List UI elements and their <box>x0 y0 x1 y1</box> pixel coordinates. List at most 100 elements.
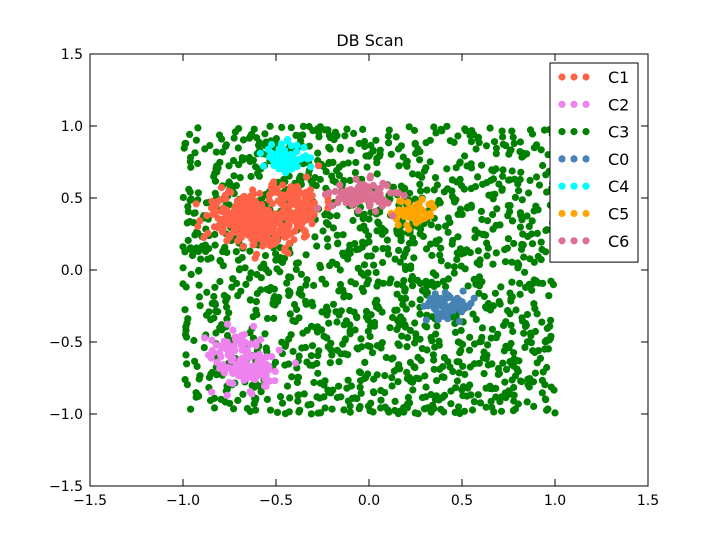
point-c4 <box>303 155 312 163</box>
point-c2 <box>213 358 221 366</box>
point-c3 <box>418 394 427 402</box>
point-c1 <box>303 210 311 218</box>
point-c3 <box>499 172 507 180</box>
point-c6 <box>313 204 322 212</box>
point-c6 <box>335 194 343 202</box>
point-c3 <box>366 407 374 415</box>
point-c3 <box>327 346 335 354</box>
point-c6 <box>343 191 351 199</box>
point-c3 <box>366 343 374 351</box>
point-c0 <box>455 317 463 325</box>
point-c6 <box>328 202 336 210</box>
point-c3 <box>302 251 310 259</box>
legend-box <box>549 62 639 263</box>
point-c3 <box>500 321 508 329</box>
point-c3 <box>363 163 371 171</box>
point-c2 <box>268 353 276 361</box>
point-c3 <box>474 173 482 181</box>
legend-item-c3: C3 <box>558 123 629 142</box>
point-c3 <box>504 235 512 243</box>
point-c1 <box>225 187 233 195</box>
point-c3 <box>218 326 226 334</box>
point-c1 <box>249 186 257 194</box>
point-c3 <box>181 248 189 256</box>
point-c3 <box>458 210 466 218</box>
point-c1 <box>270 240 278 248</box>
point-c1 <box>239 218 247 226</box>
point-c3 <box>232 182 240 190</box>
point-c3 <box>408 378 417 386</box>
point-c3 <box>326 359 334 367</box>
point-c3 <box>395 408 403 416</box>
legend-marker <box>582 209 590 218</box>
point-c6 <box>352 175 360 183</box>
point-c3 <box>474 247 482 255</box>
point-c3 <box>421 322 429 330</box>
point-c3 <box>517 211 525 219</box>
point-c3 <box>451 198 459 206</box>
point-c3 <box>302 281 310 289</box>
point-c3 <box>376 150 384 158</box>
point-c3 <box>426 158 434 166</box>
point-c3 <box>525 383 533 391</box>
point-c3 <box>286 394 294 402</box>
point-c3 <box>450 138 458 146</box>
point-c3 <box>242 280 250 288</box>
point-c3 <box>295 352 303 360</box>
point-c3 <box>508 127 516 135</box>
point-c3 <box>411 139 419 147</box>
legend-label: C4 <box>608 177 629 196</box>
point-c3 <box>211 241 219 249</box>
point-c3 <box>472 145 480 153</box>
point-c3 <box>478 215 486 224</box>
point-c1 <box>306 186 315 194</box>
point-c3 <box>211 189 219 197</box>
point-c3 <box>492 393 500 401</box>
point-c3 <box>551 409 559 417</box>
point-c3 <box>446 363 454 371</box>
point-c3 <box>379 245 387 253</box>
point-c3 <box>389 183 397 191</box>
point-c3 <box>427 240 435 248</box>
point-c3 <box>393 365 401 373</box>
point-c3 <box>530 402 538 410</box>
point-c3 <box>201 145 209 153</box>
point-c3 <box>314 369 322 377</box>
point-c3 <box>488 325 496 333</box>
point-c3 <box>455 358 463 366</box>
point-c3 <box>374 218 382 226</box>
point-c3 <box>295 314 303 322</box>
point-c3 <box>455 403 463 411</box>
point-c3 <box>516 138 525 146</box>
point-c1 <box>227 212 235 220</box>
point-c3 <box>355 139 363 148</box>
point-c3 <box>403 375 411 383</box>
point-c3 <box>305 142 313 150</box>
point-c3 <box>357 335 365 343</box>
point-c3 <box>203 288 211 296</box>
point-c3 <box>438 373 446 381</box>
legend-marker <box>570 73 578 81</box>
point-c3 <box>486 124 494 132</box>
point-c3 <box>507 146 515 154</box>
point-c4 <box>279 159 287 167</box>
point-c1 <box>222 206 230 214</box>
point-c3 <box>458 386 466 394</box>
point-c2 <box>250 322 258 330</box>
point-c3 <box>186 130 194 138</box>
point-c1 <box>285 220 293 228</box>
point-c3 <box>283 382 292 390</box>
legend-marker <box>570 182 578 190</box>
point-c3 <box>428 251 436 259</box>
point-c3 <box>391 397 399 405</box>
point-c3 <box>372 268 380 277</box>
point-c3 <box>540 126 549 134</box>
point-c3 <box>181 376 189 384</box>
point-c3 <box>416 148 424 156</box>
point-c3 <box>226 399 234 407</box>
legend-marker <box>570 209 578 218</box>
point-c3 <box>487 334 495 342</box>
point-c3 <box>223 303 231 311</box>
point-c3 <box>333 132 341 140</box>
point-c3 <box>230 172 238 180</box>
